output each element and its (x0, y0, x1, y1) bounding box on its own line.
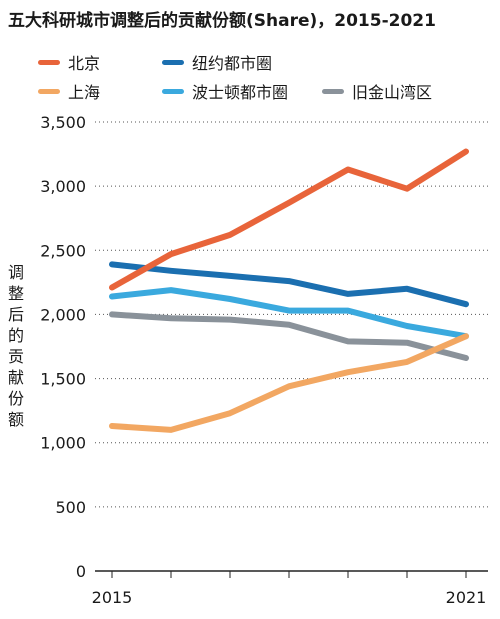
legend-swatch-newyork (162, 59, 184, 65)
y-tick-label: 1,000 (40, 434, 86, 453)
legend-label-shanghai: 上海 (68, 83, 101, 102)
legend-item-boston: 波士顿都市圈 (162, 79, 288, 103)
chart-title: 五大科研城市调整后的贡献份额(Share)，2015-2021 (8, 11, 436, 31)
y-tick-label: 3,500 (40, 113, 86, 132)
y-tick-label: 500 (55, 498, 86, 517)
series-line-2 (109, 333, 469, 433)
legend-swatch-boston (162, 88, 184, 94)
y-axis-label: 调整后的贡献份额 (7, 263, 24, 429)
series-line-1 (109, 148, 469, 291)
series-line-3 (109, 261, 469, 308)
y-tick-label: 1,500 (40, 370, 86, 389)
y-tick-label: 2,000 (40, 305, 86, 324)
x-tick-label: 2015 (92, 588, 133, 607)
series-line-4 (109, 287, 469, 340)
legend-label-beijing: 北京 (68, 54, 101, 73)
legend-item-shanghai: 上海 (38, 79, 100, 103)
legend-swatch-sf (322, 88, 344, 94)
legend-item-sf: 旧金山湾区 (322, 79, 432, 103)
legend-label-boston: 波士顿都市圈 (192, 83, 289, 102)
series-line-5 (109, 311, 469, 361)
legend-label-newyork: 纽约都市圈 (192, 54, 273, 73)
legend-item-beijing: 北京 (38, 50, 100, 74)
legend-label-sf: 旧金山湾区 (352, 83, 433, 102)
legend-item-newyork: 纽约都市圈 (162, 50, 272, 74)
x-tick-label: 2021 (446, 588, 487, 607)
legend-swatch-shanghai (38, 88, 60, 94)
y-tick-label: 0 (76, 562, 86, 581)
y-tick-label: 2,500 (40, 241, 86, 260)
legend: 北京 纽约都市圈 上海 波士顿都市圈 旧金山湾区 (0, 0, 500, 110)
legend-swatch-beijing (38, 59, 60, 65)
y-tick-label: 3,000 (40, 177, 86, 196)
